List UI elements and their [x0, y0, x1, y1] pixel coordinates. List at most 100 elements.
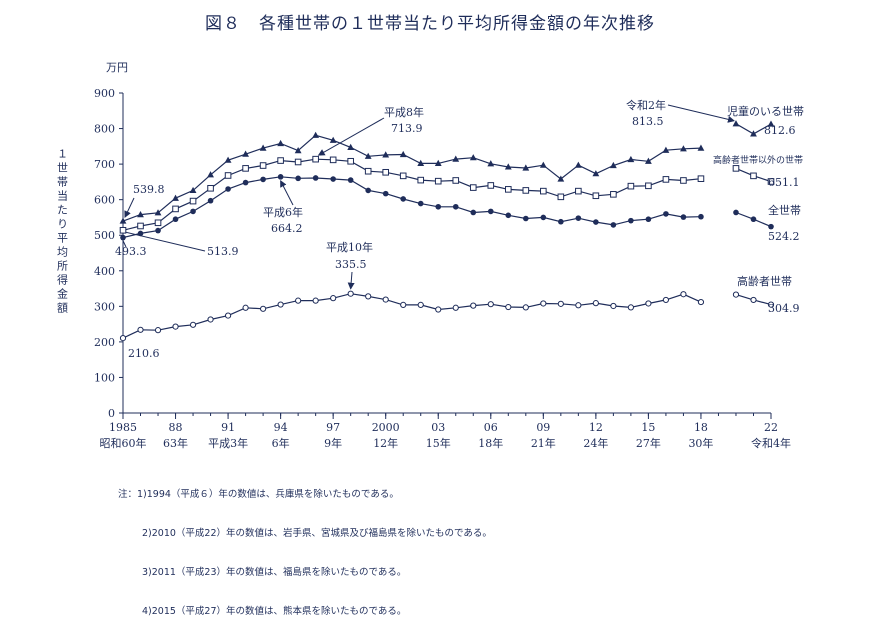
data-point-square: [242, 165, 249, 172]
data-point-open-circle: [400, 301, 407, 309]
data-point-square: [172, 205, 179, 213]
data-point-open-circle: [347, 290, 354, 297]
data-point-circle: [365, 187, 371, 194]
data-point-circle: [417, 200, 424, 207]
x-tick-label: 91: [221, 421, 235, 434]
data-point-square: [189, 197, 197, 205]
footnote-2: 2)2010（平成22）年の数値は、岩手県、宮城県及び福島県を除いたものである。: [142, 528, 492, 539]
data-point-open-circle: [330, 295, 337, 302]
data-point-triangle: [662, 146, 670, 153]
data-point-open-circle: [189, 321, 197, 328]
data-point-open-circle: [575, 302, 582, 309]
annotation-all-1985: 493.3: [115, 245, 147, 258]
arrow-children-1985: [124, 197, 135, 218]
x-tick-label: 09: [536, 421, 550, 434]
data-point-triangle: [504, 163, 512, 170]
data-point-triangle: [680, 145, 687, 152]
data-point-open-circle: [382, 296, 389, 303]
data-point-triangle: [172, 194, 179, 201]
data-point-square: [680, 177, 687, 184]
data-point-triangle: [154, 209, 162, 216]
data-point-square: [277, 157, 284, 164]
series-line: [122, 293, 702, 339]
data-point-square: [224, 172, 232, 179]
data-point-square: [294, 158, 302, 166]
annotation-heisei8-label: 平成8年: [384, 105, 424, 119]
annotation-heisei8-value: 713.9: [391, 122, 423, 135]
data-point-triangle: [592, 170, 600, 177]
y-tick-label: 800: [94, 123, 115, 136]
data-point-triangle: [767, 120, 775, 127]
y-tick-label: 300: [94, 300, 115, 313]
annotation-layer: 平成8年 713.9 平成6年 664.2 平成10年 335.5 令和2年 8…: [115, 98, 804, 360]
x-tick-label: 12: [589, 421, 603, 434]
data-point-open-circle: [137, 326, 144, 333]
data-point-circle: [540, 214, 547, 221]
data-point-circle: [155, 227, 161, 234]
data-point-triangle: [347, 143, 355, 150]
x-tick-era-label: 63年: [163, 436, 188, 450]
data-point-triangle: [522, 164, 530, 171]
data-point-triangle: [137, 211, 144, 218]
data-point-square: [750, 172, 757, 180]
series-line: [122, 158, 701, 231]
data-point-circle: [558, 218, 564, 225]
annotation-heisei10-label: 平成10年: [326, 240, 373, 254]
data-point-open-circle: [452, 304, 459, 311]
data-point-open-circle: [697, 298, 705, 306]
x-tick-label: 15: [641, 421, 655, 434]
data-point-square: [119, 226, 127, 234]
data-point-triangle: [434, 159, 442, 166]
data-point-circle: [242, 179, 249, 186]
x-tick-era-label: 6年: [272, 436, 290, 450]
data-point-triangle: [119, 217, 127, 224]
data-point-circle: [628, 217, 634, 224]
data-point-triangle: [487, 160, 495, 167]
data-point-square: [452, 177, 460, 184]
data-point-square: [504, 186, 512, 193]
data-point-square: [207, 184, 214, 192]
annotation-heisei6-label: 平成6年: [263, 205, 303, 219]
data-point-square: [557, 193, 565, 201]
data-point-square: [154, 219, 162, 227]
x-tick-label: 97: [326, 421, 340, 434]
x-tick-label: 03: [431, 421, 445, 434]
y-tick-label: 600: [94, 194, 115, 207]
data-point-triangle: [417, 159, 425, 166]
data-point-triangle: [329, 136, 337, 143]
axes: 0 100 200 300 400 500 600 700 800 900 1985 昭和60年 88 6…: [94, 87, 791, 450]
annotation-others-end: 651.1: [768, 176, 800, 189]
data-point-square: [575, 187, 582, 195]
data-point-triangle: [609, 161, 617, 169]
data-point-circle: [137, 230, 144, 237]
data-point-triangle: [697, 144, 705, 151]
x-tick-label: 22: [764, 421, 778, 434]
data-point-square: [312, 155, 319, 163]
data-point-circle: [120, 234, 126, 241]
data-point-open-circle: [295, 297, 302, 304]
data-point-circle: [698, 213, 704, 220]
x-tick-era-label: 12年: [373, 436, 398, 450]
data-point-circle: [610, 222, 617, 228]
data-point-circle: [382, 190, 389, 197]
y-tick-label: 200: [94, 336, 115, 349]
x-tick-label: 18: [694, 421, 708, 434]
y-tick-label: 700: [94, 158, 115, 171]
data-point-square: [697, 175, 705, 182]
series-label-elderly: 高齢者世帯: [737, 274, 792, 288]
data-point-circle: [663, 211, 669, 217]
data-point-circle: [593, 219, 599, 225]
data-point-triangle: [469, 154, 477, 161]
data-point-triangle: [627, 155, 635, 163]
data-point-square: [487, 182, 495, 189]
data-point-square: [540, 187, 547, 195]
annotation-children-1985: 539.8: [133, 183, 165, 196]
annotation-others-1985: 513.9: [207, 245, 239, 258]
annotation-children-end: 812.6: [764, 124, 796, 137]
series-label-all: 全世帯: [768, 203, 801, 217]
arrow-heisei10: [347, 271, 355, 290]
data-point-triangle: [259, 144, 267, 151]
data-point-open-circle: [172, 323, 179, 330]
data-point-open-circle: [750, 296, 757, 304]
y-tick-label: 100: [94, 371, 115, 384]
